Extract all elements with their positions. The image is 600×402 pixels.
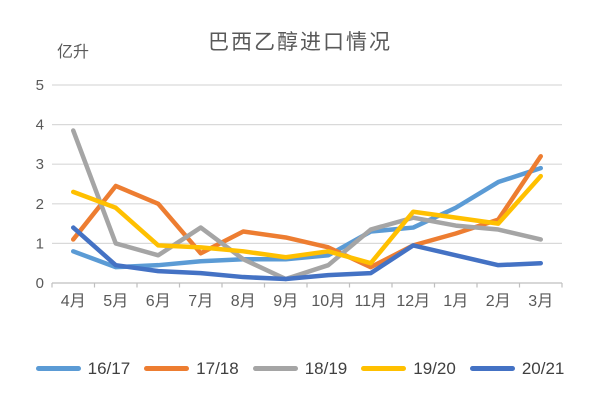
- x-axis-tick-label: 10月: [311, 293, 345, 310]
- series-line-16-17: [71, 165, 543, 270]
- legend-label: 20/21: [521, 359, 565, 378]
- legend-item-19-20: 19/20: [361, 360, 456, 377]
- x-axis-tick-label: 1月: [443, 293, 468, 310]
- legend-label: 17/18: [196, 359, 239, 378]
- legend-swatch: [469, 366, 515, 371]
- x-axis-tick-label: 3月: [528, 293, 553, 310]
- y-axis-tick-label: 1: [36, 235, 44, 252]
- y-axis-tick-label: 3: [36, 156, 44, 173]
- legend-label: 18/19: [304, 359, 348, 378]
- legend-swatch: [361, 366, 407, 371]
- legend-item-20-21: 20/21: [469, 359, 565, 378]
- legend-item-18-19: 18/19: [252, 359, 348, 378]
- series-line-20-21: [71, 225, 543, 282]
- x-axis-tick-label: 6月: [146, 293, 171, 310]
- series-line-17-18: [71, 154, 543, 270]
- y-axis-tick-label: 0: [36, 275, 44, 292]
- x-axis-tick-label: 9月: [273, 293, 298, 310]
- legend-label: 16/17: [87, 359, 131, 378]
- legend-item-16-17: 16/17: [35, 359, 131, 378]
- x-axis-tick-label: 7月: [188, 293, 213, 310]
- x-axis-tick-label: 12月: [396, 293, 430, 310]
- legend-label: 19/20: [413, 359, 456, 378]
- y-axis-unit-label: 亿升: [57, 44, 90, 61]
- x-axis-tick-label: 5月: [103, 293, 128, 310]
- y-axis-tick-label: 4: [36, 117, 44, 134]
- legend-swatch: [144, 366, 190, 371]
- legend-swatch: [35, 366, 81, 371]
- y-axis-tick-label: 5: [36, 77, 44, 94]
- x-axis-tick-label: 11月: [354, 293, 387, 310]
- legend: 16/17 17/18 18/19 19/20 20/21: [0, 360, 600, 377]
- series-line-18-19: [71, 128, 543, 282]
- legend-swatch: [252, 366, 298, 371]
- chart-title: 巴西乙醇进口情况: [208, 30, 392, 54]
- plot-area: 0 1 2 3 4 5 4月 5月 6月 7月 8月 9月 10月 11月 12月 1月 2月 3月: [36, 77, 563, 310]
- legend-item-17-18: 17/18: [144, 360, 239, 377]
- x-axis-tick-label: 2月: [486, 293, 511, 310]
- series-line-19-20: [71, 173, 543, 266]
- x-axis-tick-label: 8月: [231, 293, 256, 310]
- y-axis-tick-label: 2: [36, 196, 44, 213]
- x-axis-tick-label: 4月: [61, 293, 86, 310]
